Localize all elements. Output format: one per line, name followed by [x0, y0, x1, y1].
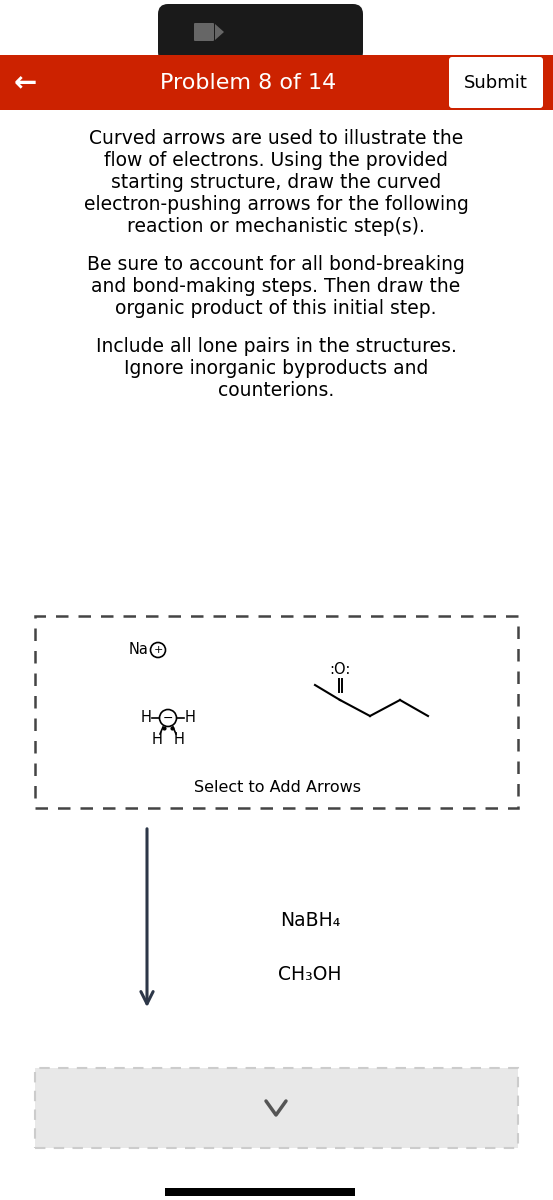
Text: organic product of this initial step.: organic product of this initial step.	[115, 299, 437, 318]
Text: reaction or mechanistic step(s).: reaction or mechanistic step(s).	[127, 216, 425, 235]
Text: Submit: Submit	[464, 74, 528, 92]
FancyBboxPatch shape	[194, 23, 214, 41]
Text: +: +	[153, 646, 163, 655]
Bar	[0, 55, 553, 110]
Text: electron-pushing arrows for the following: electron-pushing arrows for the followin…	[84, 194, 468, 214]
Text: starting structure, draw the curved: starting structure, draw the curved	[111, 173, 441, 192]
Text: H: H	[152, 732, 163, 748]
Polygon shape	[215, 24, 224, 40]
Bar	[165, 1188, 355, 1196]
FancyBboxPatch shape	[158, 4, 363, 62]
Text: Curved arrows are used to illustrate the: Curved arrows are used to illustrate the	[89, 128, 463, 148]
FancyBboxPatch shape	[449, 56, 543, 108]
Text: counterions.: counterions.	[218, 380, 334, 400]
Text: Be sure to account for all bond-breaking: Be sure to account for all bond-breaking	[87, 254, 465, 274]
Text: CH₃OH: CH₃OH	[278, 966, 342, 984]
Text: H: H	[185, 710, 195, 726]
Text: and bond-making steps. Then draw the: and bond-making steps. Then draw the	[91, 276, 461, 295]
FancyBboxPatch shape	[35, 1068, 518, 1148]
Text: Problem 8 of 14: Problem 8 of 14	[160, 73, 336, 92]
Text: :O:: :O:	[330, 662, 351, 678]
Text: Include all lone pairs in the structures.: Include all lone pairs in the structures…	[96, 336, 456, 355]
Text: H: H	[174, 732, 185, 748]
Text: NaBH₄: NaBH₄	[280, 911, 340, 930]
Text: −: −	[163, 712, 173, 725]
Text: flow of electrons. Using the provided: flow of electrons. Using the provided	[104, 150, 448, 169]
Text: Na: Na	[128, 642, 148, 658]
Text: H: H	[140, 710, 152, 726]
FancyBboxPatch shape	[35, 616, 518, 808]
Text: Select to Add Arrows: Select to Add Arrows	[194, 780, 361, 796]
Text: Ignore inorganic byproducts and: Ignore inorganic byproducts and	[124, 359, 428, 378]
Text: ←: ←	[13, 68, 36, 97]
